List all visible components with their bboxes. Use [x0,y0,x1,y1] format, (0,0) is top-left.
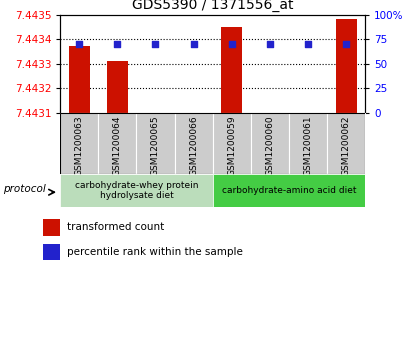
Point [114,41,121,47]
Title: GDS5390 / 1371556_at: GDS5390 / 1371556_at [132,0,293,12]
Text: GSM1200062: GSM1200062 [342,115,351,176]
Bar [69,46,90,113]
FancyBboxPatch shape [212,113,251,174]
Point [343,41,349,47]
Bar [43,219,60,236]
Text: carbohydrate-amino acid diet: carbohydrate-amino acid diet [222,186,356,195]
FancyBboxPatch shape [327,113,365,174]
Point [266,41,273,47]
FancyBboxPatch shape [60,174,212,207]
Bar [221,27,242,113]
Text: GSM1200060: GSM1200060 [265,115,274,176]
Bar [259,113,281,223]
Text: GSM1200064: GSM1200064 [113,115,122,176]
Text: carbohydrate-whey protein
hydrolysate diet: carbohydrate-whey protein hydrolysate di… [75,181,198,200]
Text: GSM1200061: GSM1200061 [303,115,312,176]
FancyBboxPatch shape [212,174,365,207]
Text: GSM1200065: GSM1200065 [151,115,160,176]
Point [152,41,159,47]
Text: percentile rank within the sample: percentile rank within the sample [67,247,243,257]
Text: transformed count: transformed count [67,223,164,232]
Point [76,41,83,47]
Bar [336,19,356,113]
Point [228,41,235,47]
Text: GSM1200059: GSM1200059 [227,115,236,176]
Point [305,41,311,47]
Bar [183,113,204,345]
Point [190,41,197,47]
FancyBboxPatch shape [137,113,175,174]
Bar [107,61,128,113]
Bar [145,113,166,162]
FancyBboxPatch shape [60,113,98,174]
Text: GSM1200066: GSM1200066 [189,115,198,176]
Text: protocol: protocol [3,184,46,194]
FancyBboxPatch shape [289,113,327,174]
FancyBboxPatch shape [251,113,289,174]
FancyBboxPatch shape [98,113,137,174]
Bar [298,113,318,363]
Text: GSM1200063: GSM1200063 [75,115,84,176]
FancyBboxPatch shape [175,113,212,174]
Bar [43,244,60,260]
